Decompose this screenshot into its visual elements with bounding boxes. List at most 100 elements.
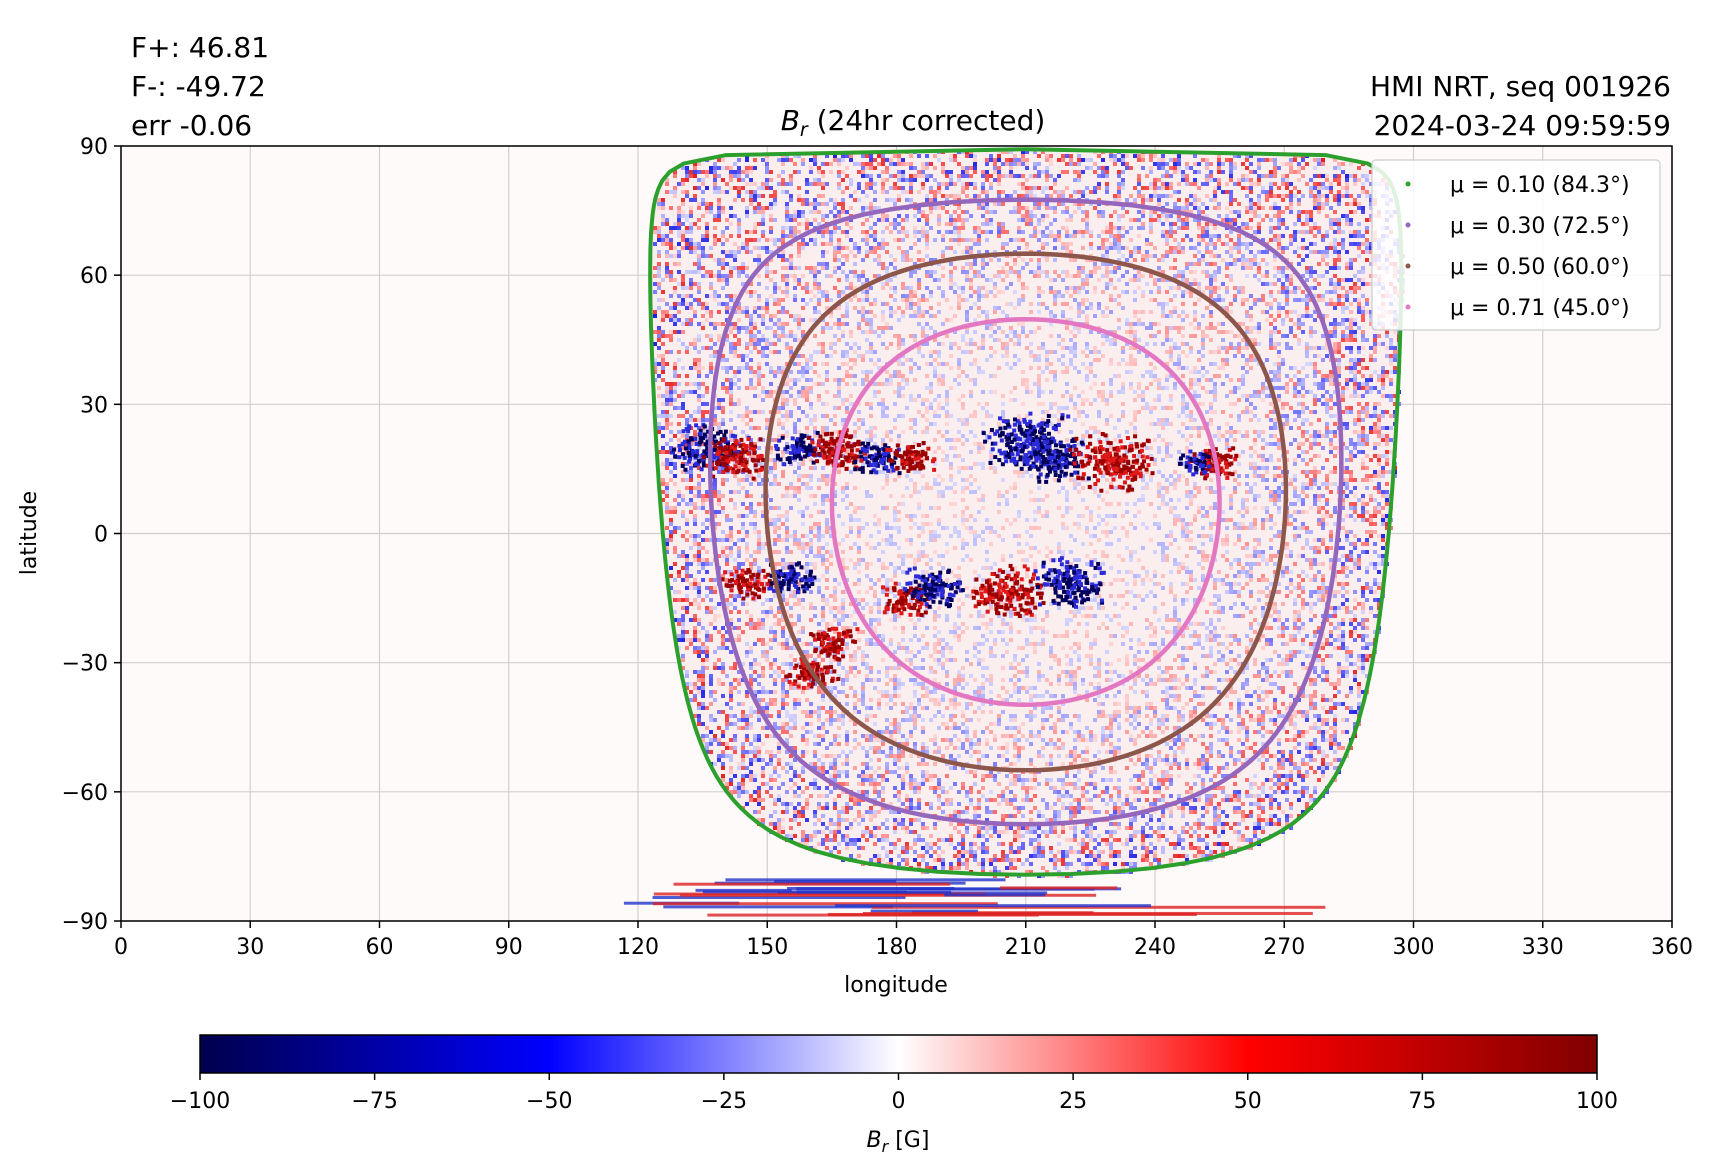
pixel — [1165, 234, 1169, 238]
pixel — [989, 346, 993, 350]
pixel — [961, 286, 965, 290]
pixel — [1365, 402, 1369, 406]
pixel — [1269, 410, 1273, 414]
pixel — [1273, 238, 1277, 242]
pixel — [933, 366, 937, 370]
pixel — [1225, 250, 1229, 254]
pixel — [1389, 370, 1393, 374]
pixel — [849, 194, 853, 198]
pixel — [1213, 362, 1217, 366]
pixel — [805, 366, 809, 370]
pixel — [937, 206, 941, 210]
pixel — [917, 310, 921, 314]
pixel — [1121, 274, 1125, 278]
pixel — [1045, 258, 1049, 262]
pixel — [773, 374, 777, 378]
pixel — [889, 342, 893, 346]
pixel — [753, 238, 757, 242]
pixel — [793, 154, 797, 158]
pixel — [1001, 150, 1005, 154]
pixel — [1113, 246, 1117, 250]
pixel — [913, 166, 917, 170]
pixel — [985, 294, 989, 298]
pixel — [1149, 290, 1153, 294]
pixel — [845, 258, 849, 262]
pixel — [1173, 166, 1177, 170]
pixel — [1141, 158, 1145, 162]
pixel — [1033, 226, 1037, 230]
pixel — [1365, 174, 1369, 178]
pixel — [1193, 262, 1197, 266]
pixel — [1021, 206, 1025, 210]
pixel — [1281, 306, 1285, 310]
pixel — [1001, 342, 1005, 346]
pixel — [1173, 190, 1177, 194]
pixel — [1341, 334, 1345, 338]
pixel — [761, 218, 765, 222]
pixel — [1361, 346, 1365, 350]
pixel — [949, 274, 953, 278]
pixel — [1365, 366, 1369, 370]
pixel — [1189, 294, 1193, 298]
pixel — [689, 198, 693, 202]
pixel — [813, 238, 817, 242]
pixel — [1257, 270, 1261, 274]
pixel — [1189, 370, 1193, 374]
pixel — [1197, 402, 1201, 406]
pixel — [937, 378, 941, 382]
pixel — [1237, 234, 1241, 238]
pixel — [1073, 234, 1077, 238]
pixel — [1393, 370, 1397, 374]
pixel — [873, 158, 877, 162]
pixel — [1121, 254, 1125, 258]
pixel — [1021, 378, 1025, 382]
pixel — [1273, 206, 1277, 210]
pixel — [793, 382, 797, 386]
pixel — [749, 198, 753, 202]
pixel — [1209, 274, 1213, 278]
pixel — [1317, 182, 1321, 186]
pixel — [1245, 178, 1249, 182]
pixel — [1337, 286, 1341, 290]
pixel — [733, 350, 737, 354]
pixel — [717, 262, 721, 266]
pixel — [857, 274, 861, 278]
pixel — [1093, 358, 1097, 362]
pixel — [1117, 250, 1121, 254]
pixel — [1325, 378, 1329, 382]
pixel — [1121, 246, 1125, 250]
pixel — [1189, 282, 1193, 286]
pixel — [1317, 158, 1321, 162]
pixel — [841, 362, 845, 366]
pixel — [1353, 286, 1357, 290]
pixel — [709, 206, 713, 210]
pixel — [757, 330, 761, 334]
pixel — [925, 194, 929, 198]
pixel — [857, 182, 861, 186]
pixel — [865, 182, 869, 186]
pixel — [1085, 258, 1089, 262]
pixel — [681, 322, 685, 326]
pixel — [1265, 190, 1269, 194]
pixel — [777, 406, 781, 410]
pixel — [769, 170, 773, 174]
pixel — [1297, 394, 1301, 398]
pixel — [853, 286, 857, 290]
pixel — [1241, 186, 1245, 190]
pixel — [1345, 266, 1349, 270]
pixel — [1029, 194, 1033, 198]
pixel — [813, 178, 817, 182]
pixel — [729, 266, 733, 270]
pixel — [1313, 278, 1317, 282]
pixel — [953, 290, 957, 294]
pixel — [1213, 374, 1217, 378]
pixel — [837, 238, 841, 242]
pixel — [1161, 222, 1165, 226]
pixel — [729, 410, 733, 414]
pixel — [1085, 218, 1089, 222]
pixel — [1193, 206, 1197, 210]
pixel — [741, 170, 745, 174]
pixel — [729, 250, 733, 254]
pixel — [1229, 254, 1233, 258]
pixel — [1053, 178, 1057, 182]
